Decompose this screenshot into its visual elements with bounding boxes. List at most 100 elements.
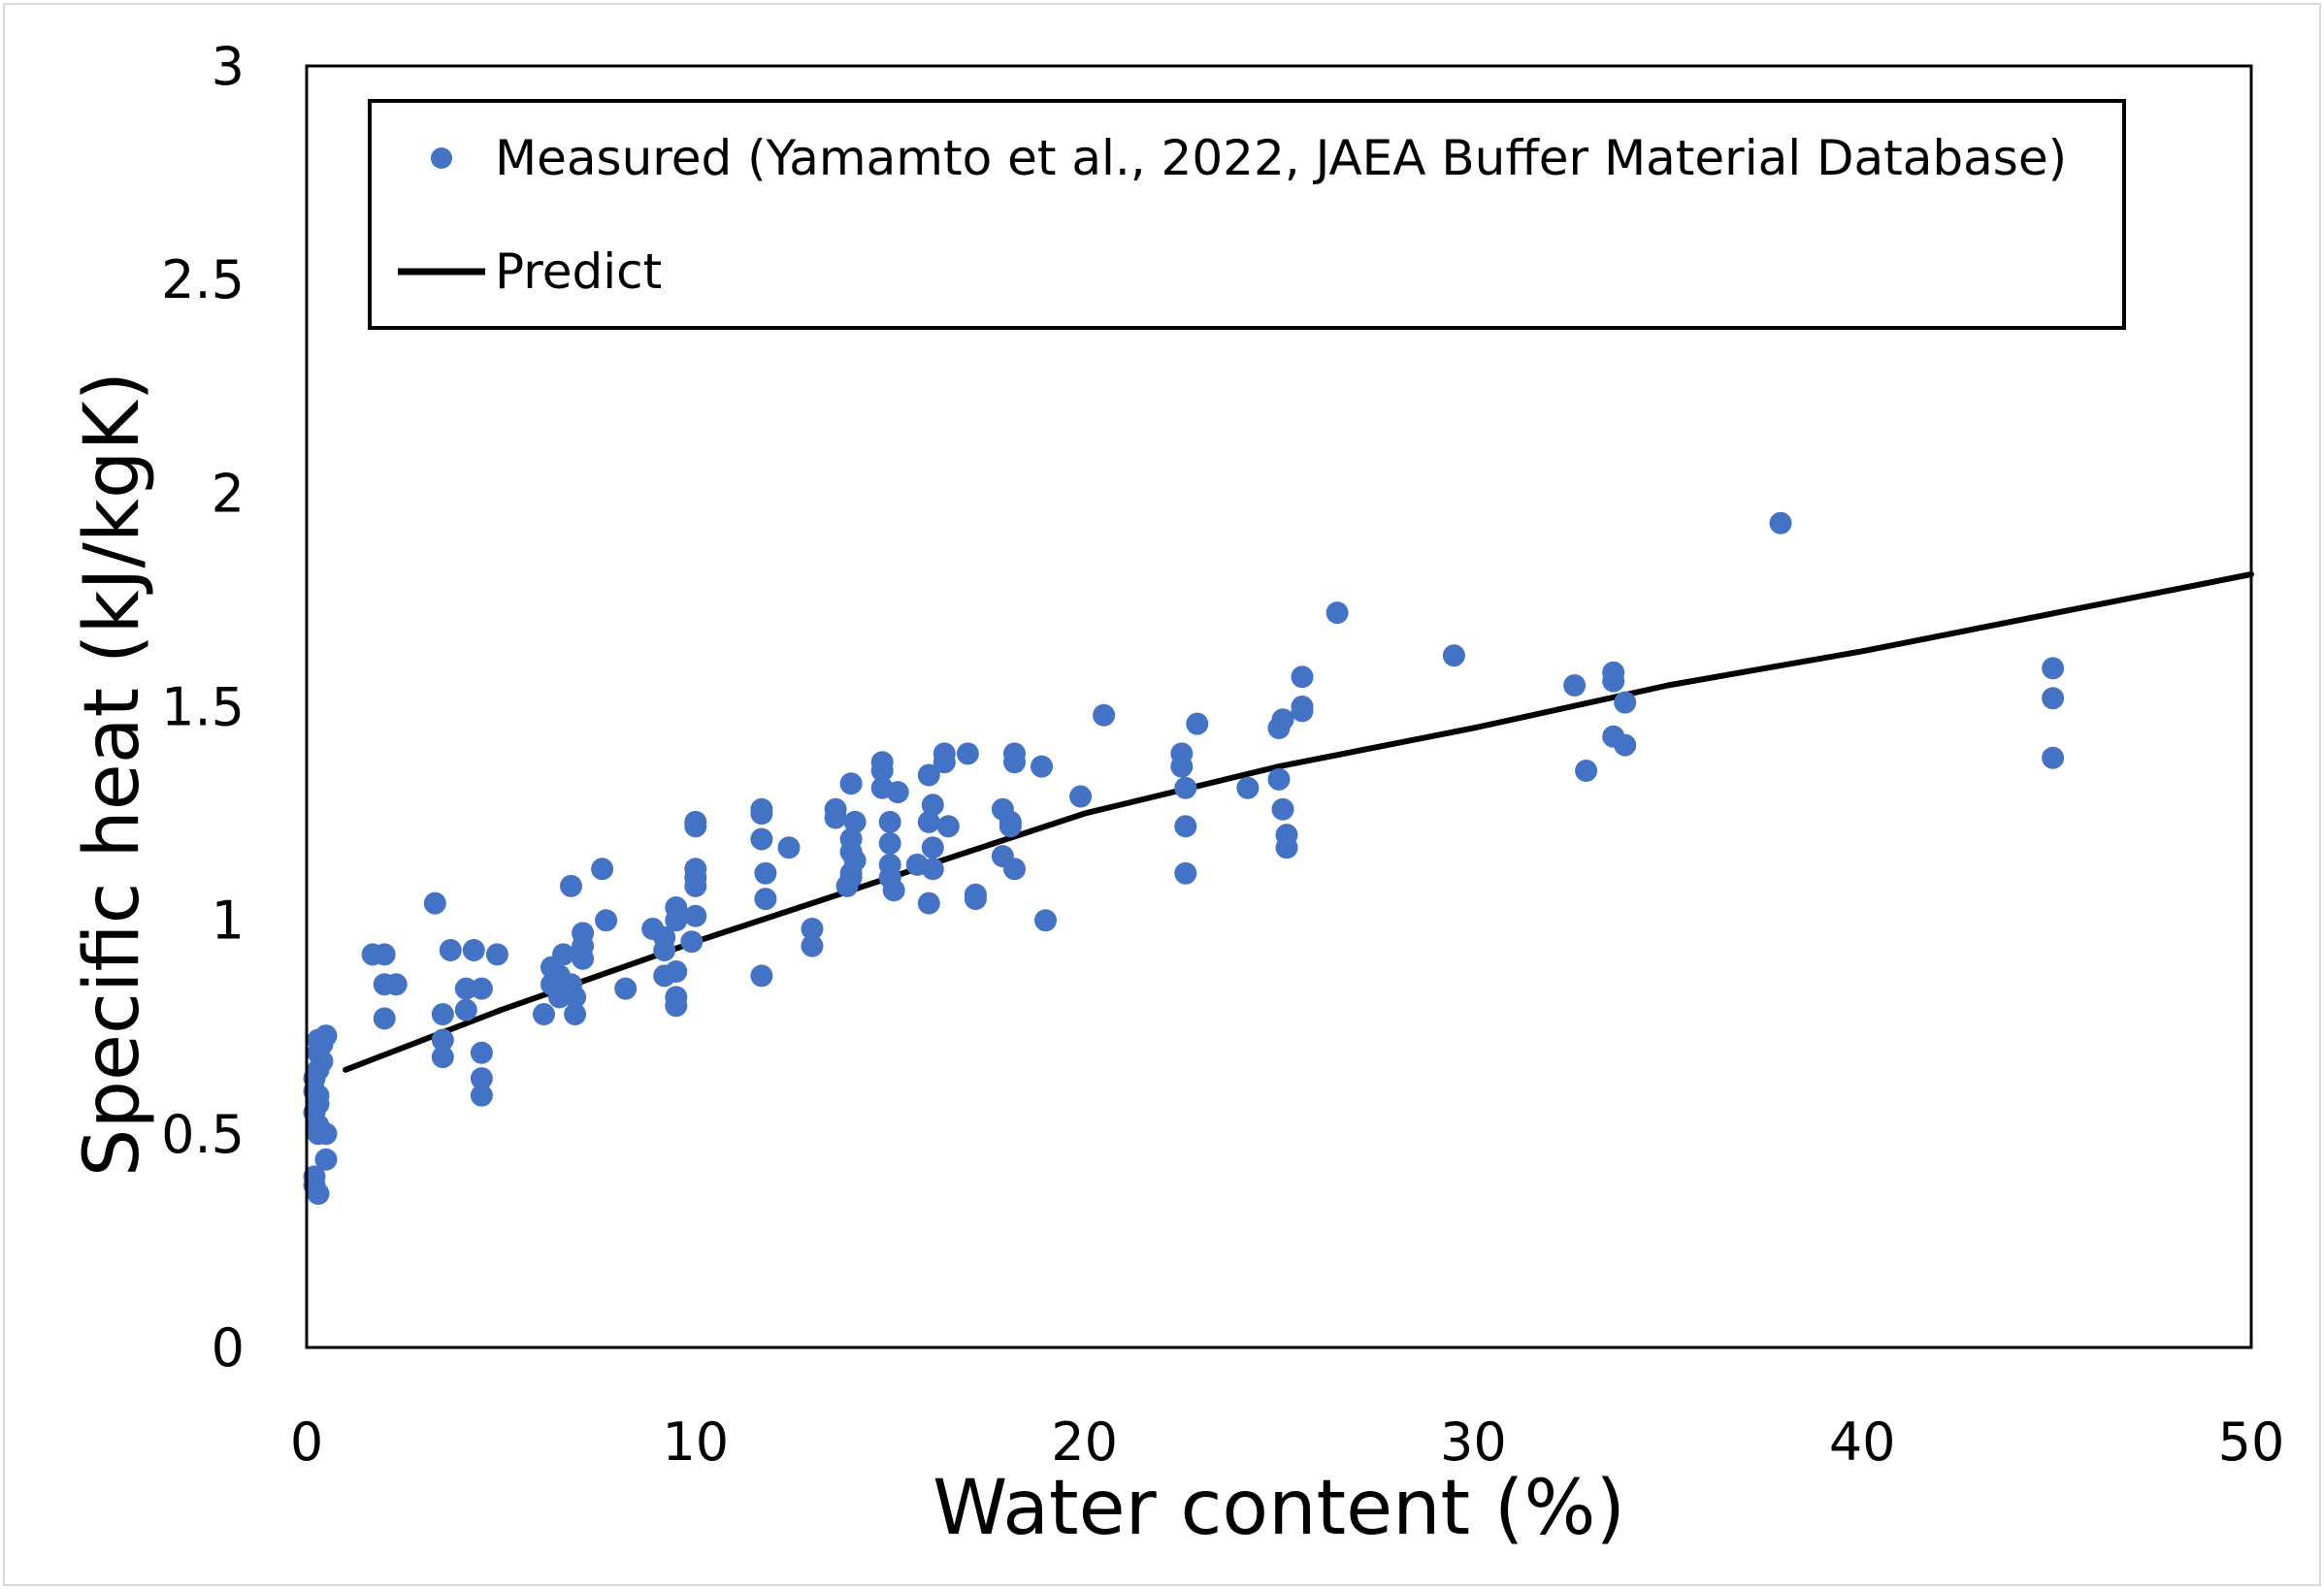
measured-point bbox=[1174, 815, 1197, 838]
measured-point bbox=[314, 1148, 338, 1171]
measured-point bbox=[303, 1165, 326, 1188]
legend: Measured (Yamamto et al., 2022, JAEA Buf… bbox=[368, 99, 2126, 330]
measured-point bbox=[870, 760, 894, 782]
measured-point bbox=[750, 827, 773, 851]
measured-point bbox=[1174, 861, 1197, 885]
legend-label-measured: Measured (Yamamto et al., 2022, JAEA Buf… bbox=[495, 130, 2067, 186]
measured-point bbox=[998, 810, 1022, 833]
measured-point bbox=[964, 888, 987, 911]
measured-point bbox=[886, 781, 909, 804]
measured-point bbox=[373, 943, 396, 966]
predict-line bbox=[343, 571, 2254, 1073]
measured-point bbox=[454, 998, 477, 1022]
measured-point bbox=[665, 909, 688, 932]
x-tick-label: 10 bbox=[662, 1411, 729, 1473]
measured-point bbox=[1291, 665, 1314, 689]
measured-point bbox=[839, 866, 863, 890]
measured-point bbox=[843, 810, 867, 833]
measured-point bbox=[1267, 767, 1291, 791]
measured-point bbox=[917, 763, 940, 787]
measured-point bbox=[454, 977, 477, 1000]
y-tick-label: 1.5 bbox=[161, 677, 245, 738]
measured-point bbox=[485, 943, 508, 966]
measured-point bbox=[1003, 751, 1026, 774]
measured-point bbox=[1291, 699, 1314, 723]
y-tick-label: 2 bbox=[212, 463, 245, 524]
measured-point bbox=[1170, 755, 1194, 778]
measured-point bbox=[684, 815, 707, 838]
measured-point bbox=[1614, 733, 1637, 757]
measured-point bbox=[653, 939, 676, 961]
measured-point bbox=[560, 874, 582, 897]
y-tick-label: 2.5 bbox=[161, 249, 245, 310]
measured-point bbox=[307, 1183, 330, 1205]
measured-point bbox=[684, 874, 707, 897]
measured-point bbox=[921, 836, 944, 859]
measured-point bbox=[1093, 703, 1116, 727]
measured-point bbox=[801, 934, 824, 957]
measured-point bbox=[801, 918, 824, 940]
measured-point bbox=[882, 879, 905, 902]
measured-point bbox=[431, 1046, 454, 1069]
measured-point bbox=[843, 849, 867, 872]
y-tick-label: 3 bbox=[212, 36, 245, 97]
measured-point bbox=[470, 1067, 493, 1090]
measured-point bbox=[533, 1003, 555, 1025]
measured-point bbox=[665, 960, 688, 983]
measured-point bbox=[1442, 644, 1465, 667]
measured-point bbox=[921, 794, 944, 817]
legend-marker-measured bbox=[431, 147, 452, 169]
measured-point bbox=[1563, 674, 1587, 697]
measured-point bbox=[1034, 909, 1057, 932]
measured-point bbox=[1614, 691, 1637, 714]
measured-point bbox=[470, 977, 493, 1000]
measured-point bbox=[595, 909, 618, 932]
measured-point bbox=[680, 930, 704, 954]
x-axis-ticks: 0 10 20 30 40 50 bbox=[290, 1411, 2285, 1473]
measured-point bbox=[572, 947, 595, 970]
measured-point bbox=[564, 986, 587, 1009]
measured-point bbox=[373, 1007, 396, 1030]
measured-point bbox=[439, 939, 462, 961]
measured-point bbox=[1236, 776, 1260, 799]
measured-point bbox=[956, 742, 979, 765]
measured-point bbox=[431, 1003, 454, 1025]
y-axis-label: Specific heat (kJ/kgK) bbox=[69, 372, 156, 1177]
plot-area-frame bbox=[305, 64, 2253, 1349]
y-tick-label: 0.5 bbox=[161, 1104, 245, 1165]
measured-point bbox=[591, 858, 614, 881]
measured-point bbox=[750, 964, 773, 988]
measured-point bbox=[921, 858, 944, 881]
measured-point bbox=[936, 815, 960, 838]
measured-point bbox=[754, 888, 777, 911]
measured-point bbox=[2042, 746, 2065, 769]
measured-point bbox=[614, 977, 638, 1000]
measured-point bbox=[754, 861, 777, 885]
legend-label-predict: Predict bbox=[495, 243, 662, 300]
measured-point bbox=[384, 973, 408, 996]
measured-point bbox=[750, 802, 773, 826]
measured-point bbox=[878, 831, 901, 855]
x-tick-label: 30 bbox=[1440, 1411, 1507, 1473]
measured-point bbox=[470, 1041, 493, 1064]
measured-point bbox=[470, 1084, 493, 1107]
measured-point bbox=[314, 1024, 338, 1048]
x-tick-label: 50 bbox=[2218, 1411, 2285, 1473]
measured-point bbox=[1069, 785, 1093, 808]
measured-point bbox=[1769, 511, 1792, 535]
measured-point bbox=[1575, 760, 1598, 782]
y-axis-ticks: 0 0.5 1 1.5 2 2.5 3 bbox=[161, 36, 245, 1378]
measured-point bbox=[1271, 708, 1294, 731]
predict-series bbox=[343, 571, 2254, 1073]
measured-point bbox=[1174, 776, 1197, 799]
measured-point bbox=[423, 892, 446, 915]
measured-point bbox=[564, 1003, 587, 1025]
measured-series bbox=[303, 511, 2065, 1205]
measured-point bbox=[1275, 836, 1298, 859]
measured-point bbox=[2042, 657, 2065, 680]
measured-point bbox=[878, 810, 901, 833]
measured-point bbox=[552, 943, 574, 966]
x-axis-label: Water content (%) bbox=[933, 1465, 1625, 1552]
measured-point bbox=[917, 892, 940, 915]
